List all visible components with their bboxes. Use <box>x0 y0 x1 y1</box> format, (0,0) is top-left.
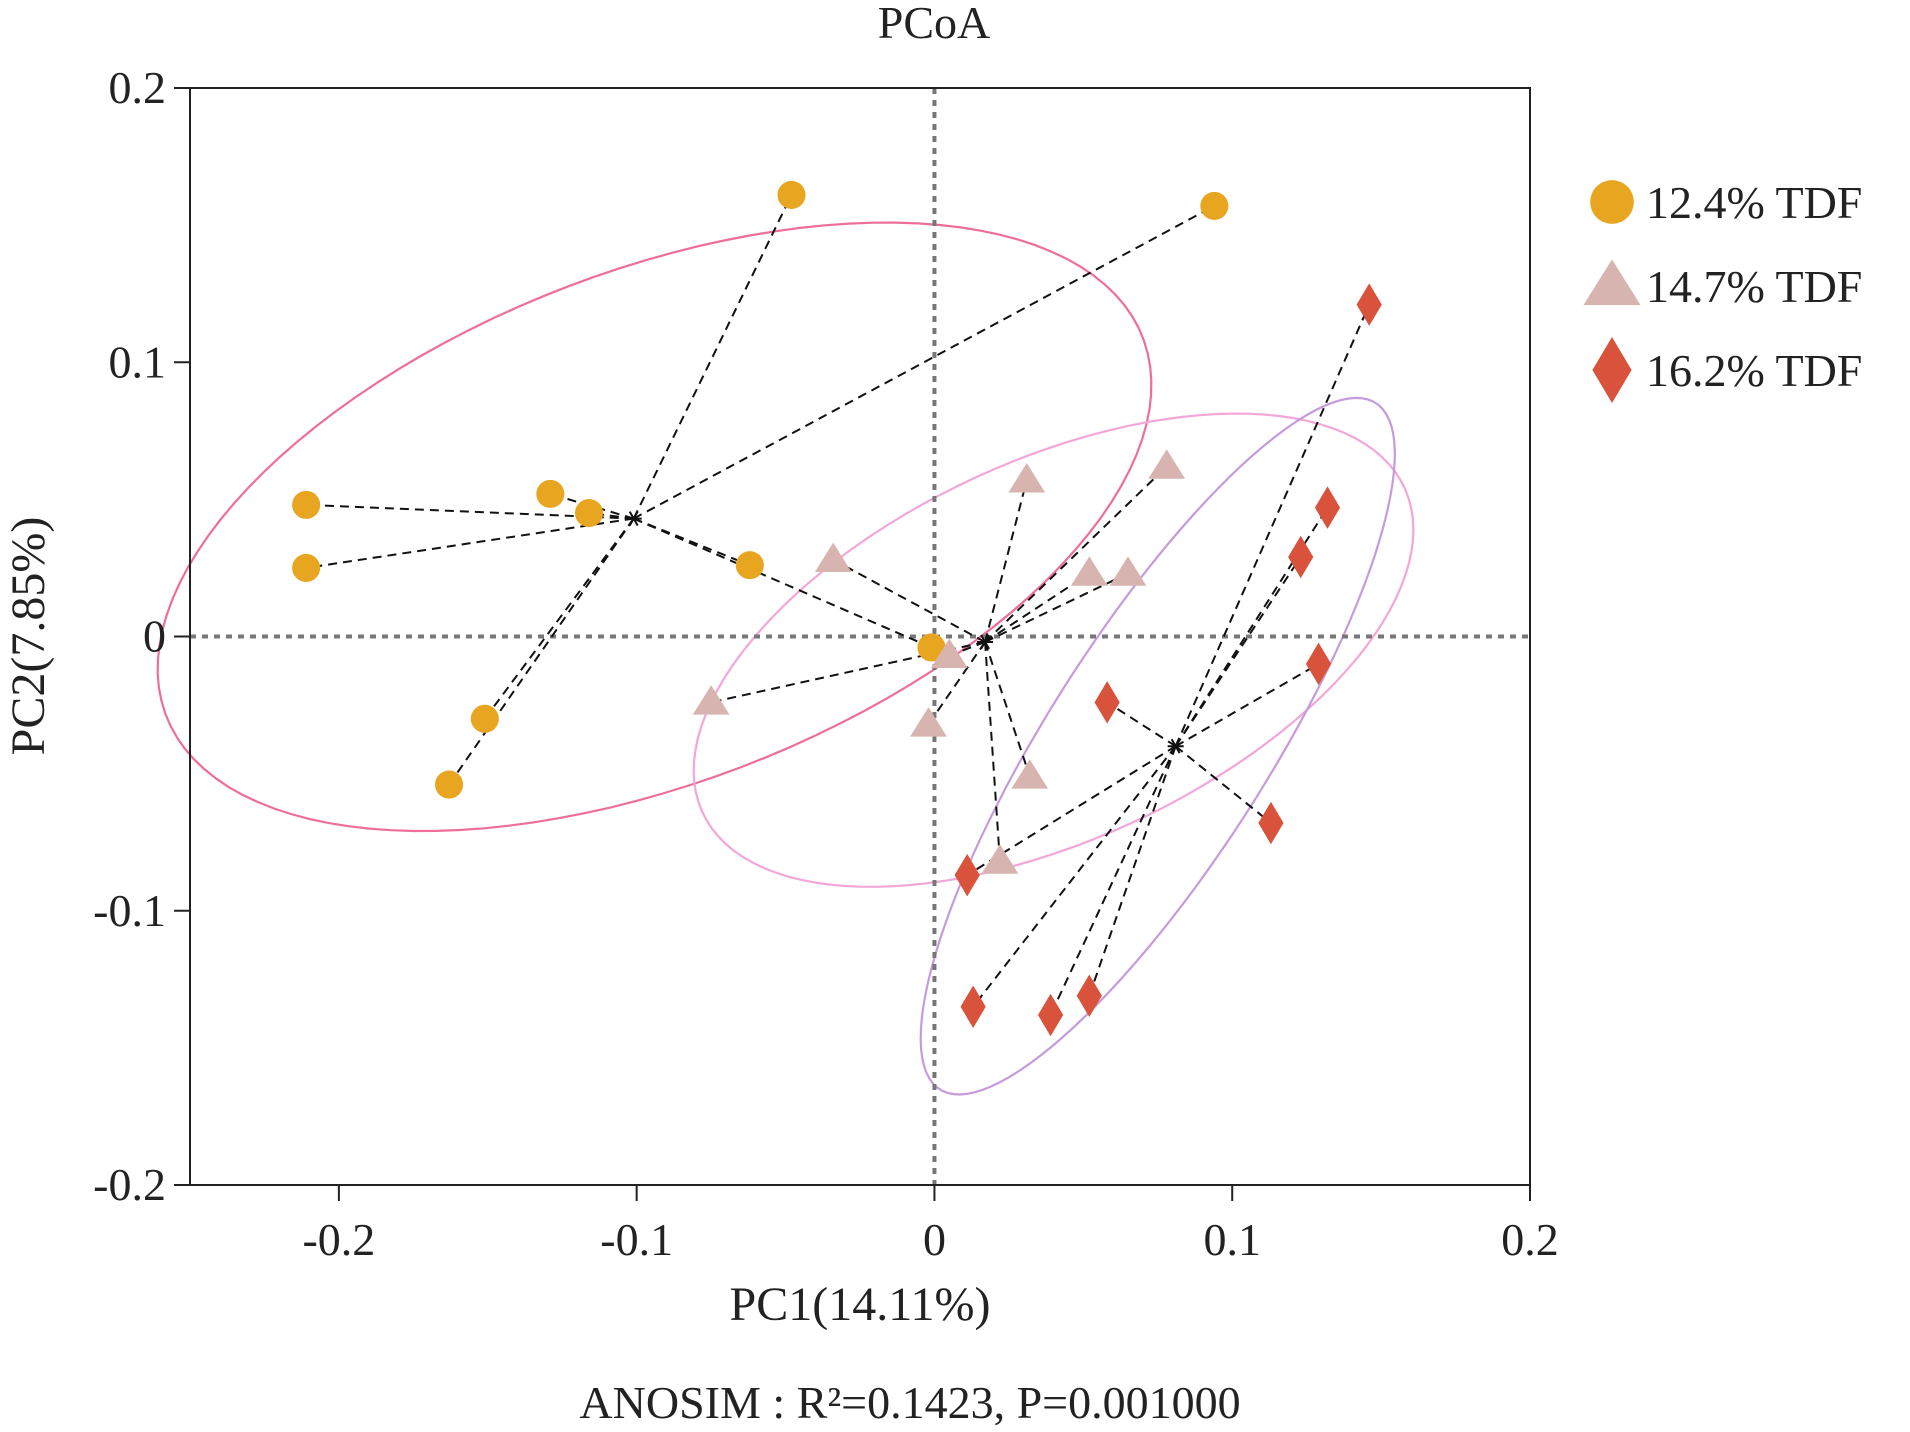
y-tick-label: -0.2 <box>93 1159 166 1210</box>
spoke-s2-p3 <box>832 558 986 643</box>
x-tick-label: 0.2 <box>1501 1214 1559 1265</box>
y-tick-label: 0.1 <box>109 336 167 387</box>
spoke-s1-p2 <box>633 205 1215 520</box>
centroid-stroke <box>628 511 639 527</box>
x-axis-label: PC1(14.11%) <box>730 1278 991 1331</box>
spoke-s1-p4 <box>305 517 634 569</box>
spoke-s2-p5 <box>984 572 1129 643</box>
spoke-s2-p10 <box>984 641 1001 862</box>
data-point-s2-p6 <box>930 638 968 669</box>
x-tick-label: 0.1 <box>1203 1214 1261 1265</box>
spoke-s1-p10 <box>633 517 932 649</box>
y-tick-label: -0.1 <box>93 885 166 936</box>
x-tick-label: -0.1 <box>600 1214 673 1265</box>
centroid-marker-2 <box>977 634 994 650</box>
spoke-s3-p7 <box>966 745 1177 876</box>
legend-item-1: 12.4% TDF <box>1590 177 1862 228</box>
y-axis-label: PC2(7.85%) <box>2 517 55 756</box>
data-point-s3-p3 <box>1288 535 1314 579</box>
centroid-stroke <box>980 634 990 650</box>
centroids-layer <box>625 511 1184 754</box>
points-layer <box>292 180 1382 1037</box>
legend-marker-2 <box>1583 259 1641 306</box>
legend-marker-3 <box>1592 336 1632 404</box>
confidence-ellipse-1 <box>156 221 1153 833</box>
confidence-ellipse-3 <box>919 396 1397 1096</box>
legend-item-3: 16.2% TDF <box>1592 336 1862 404</box>
y-tick-label: 0.2 <box>109 62 167 113</box>
spoke-s2-p8 <box>927 641 986 725</box>
spokes-layer <box>305 194 1371 1016</box>
spoke-s3-p1 <box>1174 304 1371 747</box>
data-point-s3-p10 <box>1076 974 1102 1018</box>
spoke-s2-p2 <box>984 465 1168 643</box>
data-point-s1-p2 <box>1200 191 1229 220</box>
data-point-s1-p9 <box>435 770 464 799</box>
data-point-s2-p2 <box>1148 449 1186 479</box>
data-point-s2-p8 <box>910 707 947 737</box>
data-point-s3-p9 <box>1037 993 1064 1037</box>
x-tick-label: 0 <box>923 1214 946 1265</box>
data-point-s1-p10 <box>917 633 946 662</box>
legend-label-3: 16.2% TDF <box>1646 345 1862 396</box>
data-point-s2-p9 <box>1011 759 1049 789</box>
legend-item-2: 14.7% TDF <box>1583 259 1862 312</box>
centroid-stroke <box>1170 738 1181 754</box>
data-point-s1-p1 <box>777 180 806 209</box>
spoke-s3-p4 <box>1175 663 1320 748</box>
data-point-s2-p5 <box>1109 556 1147 586</box>
y-tick-label: 0 <box>143 611 166 662</box>
spoke-s2-p1 <box>984 479 1028 643</box>
spoke-s1-p8 <box>483 517 635 720</box>
data-point-s2-p1 <box>1008 463 1046 493</box>
legend-label-2: 14.7% TDF <box>1646 261 1862 312</box>
data-point-s1-p7 <box>735 551 764 580</box>
ellipses-layer <box>156 221 1415 1096</box>
chart-title: PCoA <box>878 0 990 48</box>
spoke-s2-p4 <box>984 572 1090 643</box>
spoke-s3-p6 <box>1175 745 1272 824</box>
data-point-s1-p4 <box>292 553 321 582</box>
centroid-marker-1 <box>625 511 642 527</box>
x-tick-label: -0.2 <box>302 1214 375 1265</box>
spoke-s3-p3 <box>1174 556 1302 747</box>
legend: 12.4% TDF 14.7% TDF 16.2% TDF <box>1583 177 1862 404</box>
data-point-s3-p2 <box>1314 486 1341 529</box>
anosim-annotation: ANOSIM : R²=0.1423, P=0.001000 <box>579 1377 1240 1428</box>
spoke-s1-p3 <box>306 503 634 520</box>
axes-layer: -0.2 -0.1 0 0.1 0.2 0.2 0.1 0 -0.1 -0.2 <box>93 62 1559 1265</box>
spoke-s3-p8 <box>972 745 1177 1008</box>
spoke-s2-p9 <box>984 641 1031 777</box>
legend-label-1: 12.4% TDF <box>1646 177 1862 228</box>
spoke-s1-p9 <box>448 518 635 786</box>
data-point-s3-p6 <box>1258 801 1284 845</box>
confidence-ellipse-2 <box>692 412 1415 888</box>
spoke-s3-p5 <box>1106 701 1177 748</box>
spoke-s3-p9 <box>1049 745 1177 1016</box>
data-point-s3-p7 <box>954 853 980 897</box>
data-point-s1-p5 <box>536 479 565 508</box>
data-point-s2-p4 <box>1070 556 1108 586</box>
data-point-s1-p6 <box>574 499 604 528</box>
spoke-s1-p1 <box>632 194 793 520</box>
data-point-s3-p8 <box>960 985 986 1028</box>
data-point-s3-p1 <box>1356 283 1382 326</box>
data-point-s3-p5 <box>1094 681 1120 724</box>
centroid-marker-3 <box>1167 738 1184 754</box>
reference-lines <box>190 88 1530 1185</box>
data-point-s1-p3 <box>292 490 321 519</box>
data-point-s2-p7 <box>692 685 730 715</box>
data-point-s1-p8 <box>470 704 499 733</box>
data-point-s2-p3 <box>814 542 852 573</box>
data-point-s2-p10 <box>981 844 1019 874</box>
legend-marker-1 <box>1590 180 1634 224</box>
data-point-s3-p4 <box>1305 642 1332 686</box>
